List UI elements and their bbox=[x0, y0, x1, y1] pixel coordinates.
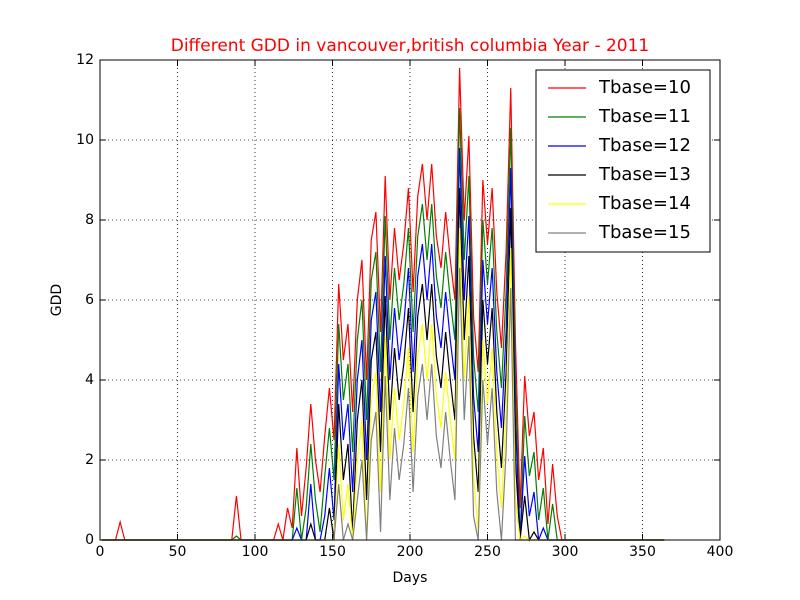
legend-label: Tbase=11 bbox=[598, 106, 691, 127]
x-tick-label: 400 bbox=[707, 544, 734, 560]
plot-frame bbox=[99, 59, 721, 541]
x-axis-label: Days bbox=[393, 570, 428, 586]
x-tick-label: 250 bbox=[474, 544, 501, 560]
x-tick-label: 300 bbox=[552, 544, 579, 560]
legend-label: Tbase=14 bbox=[598, 193, 691, 214]
y-tick-label: 4 bbox=[85, 372, 94, 388]
y-tick-label: 2 bbox=[85, 452, 94, 468]
y-tick-label: 10 bbox=[76, 132, 94, 148]
legend: Tbase=10 Tbase=11 Tbase=12 Tbase=13 Tbase=14… bbox=[535, 69, 711, 253]
chart-title: Different GDD in vancouver,british colum… bbox=[171, 36, 650, 56]
y-axis-label: GDD bbox=[49, 284, 65, 316]
x-tick-label: 150 bbox=[319, 544, 346, 560]
x-tick-label: 50 bbox=[169, 544, 187, 560]
y-tick-label: 6 bbox=[85, 292, 94, 308]
x-tick-label: 200 bbox=[397, 544, 424, 560]
legend-label: Tbase=15 bbox=[598, 222, 691, 243]
legend-box bbox=[535, 69, 711, 253]
legend-label: Tbase=13 bbox=[598, 164, 691, 185]
x-tick-label: 100 bbox=[242, 544, 269, 560]
legend-label: Tbase=10 bbox=[598, 77, 691, 98]
x-tick-label: 0 bbox=[96, 544, 105, 560]
y-tick-label: 0 bbox=[85, 532, 94, 548]
y-tick-label: 8 bbox=[85, 212, 94, 228]
x-tick-label: 350 bbox=[629, 544, 656, 560]
legend-label: Tbase=12 bbox=[598, 135, 691, 156]
y-tick-label: 12 bbox=[76, 52, 94, 68]
